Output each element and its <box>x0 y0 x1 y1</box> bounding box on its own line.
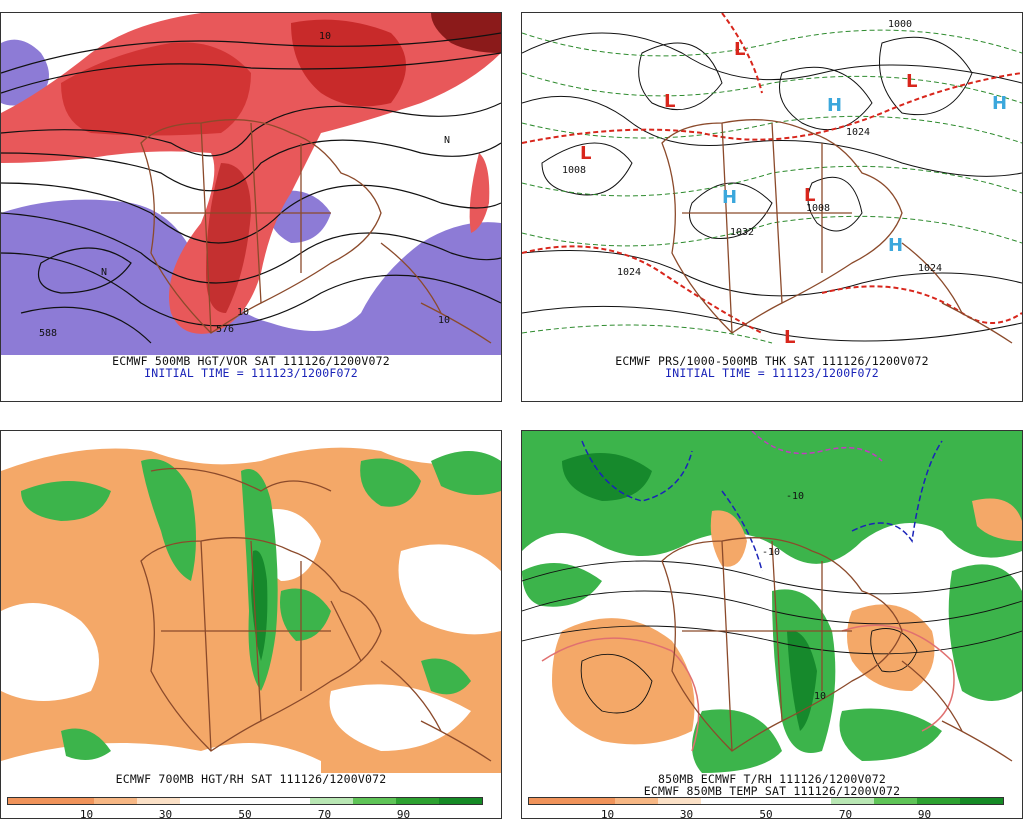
panel-700mb-rh: ECMWF 700MB HGT/RH SAT 111126/1200V072 1… <box>0 430 502 819</box>
svg-text:H: H <box>722 187 737 208</box>
caption-850mb: 850MB ECMWF T/RH 111126/1200V072 <box>658 772 886 786</box>
svg-text:10: 10 <box>814 691 826 702</box>
svg-text:L: L <box>664 91 675 112</box>
svg-text:L: L <box>734 39 745 60</box>
svg-text:588: 588 <box>39 328 57 339</box>
svg-text:1032: 1032 <box>730 227 754 238</box>
svg-text:1008: 1008 <box>562 165 586 176</box>
panel-surface-pressure: H H H H L L L L L L 1024 1024 1024 1008 … <box>521 12 1023 402</box>
svg-text:10: 10 <box>438 315 450 326</box>
init-time-pressure: INITIAL TIME = 111123/1200F072 <box>665 366 879 380</box>
svg-text:1024: 1024 <box>617 267 641 278</box>
svg-text:N: N <box>101 267 107 278</box>
map-pressure: H H H H L L L L L L 1024 1024 1024 1008 … <box>522 13 1022 355</box>
caption-850mb-temp: ECMWF 850MB TEMP SAT 111126/1200V072 <box>643 784 901 798</box>
svg-text:-10: -10 <box>786 491 804 502</box>
colorbar-ticks-700mb: 10 30 50 70 90 <box>79 808 411 819</box>
caption-500mb: ECMWF 500MB HGT/VOR SAT 111126/1200V072 <box>112 354 390 368</box>
map-700mb <box>1 431 501 773</box>
svg-text:L: L <box>804 185 815 206</box>
colorbar-850mb <box>528 797 1004 805</box>
svg-text:H: H <box>888 235 903 256</box>
svg-text:576: 576 <box>216 324 234 335</box>
svg-text:10: 10 <box>237 307 249 318</box>
svg-text:L: L <box>580 143 591 164</box>
svg-text:1024: 1024 <box>846 127 870 138</box>
svg-text:10: 10 <box>319 31 331 42</box>
map-500mb: 588 576 N N 10 10 10 <box>1 13 501 355</box>
svg-text:H: H <box>827 95 842 116</box>
map-850mb: 10 -10 -10 <box>522 431 1022 773</box>
caption-pressure: ECMWF PRS/1000-500MB THK SAT 111126/1200… <box>615 354 929 368</box>
colorbar-ticks-850mb: 10 30 50 70 90 <box>600 808 932 819</box>
colorbar-700mb <box>7 797 483 805</box>
svg-text:1008: 1008 <box>806 203 830 214</box>
svg-text:-10: -10 <box>762 547 780 558</box>
caption-700mb: ECMWF 700MB HGT/RH SAT 111126/1200V072 <box>115 772 387 786</box>
panel-850mb-temp-rh: 10 -10 -10 850MB ECMWF T/RH 111126/1200V… <box>521 430 1023 819</box>
svg-text:1024: 1024 <box>918 263 942 274</box>
panel-500mb-vorticity: 588 576 N N 10 10 10 ECMWF 500MB HGT/VOR… <box>0 12 502 402</box>
svg-text:H: H <box>992 93 1007 114</box>
svg-text:1000: 1000 <box>888 19 912 30</box>
svg-text:N: N <box>444 135 450 146</box>
svg-text:L: L <box>906 71 917 92</box>
init-time-500mb: INITIAL TIME = 111123/1200F072 <box>144 366 358 380</box>
svg-text:L: L <box>784 327 795 348</box>
